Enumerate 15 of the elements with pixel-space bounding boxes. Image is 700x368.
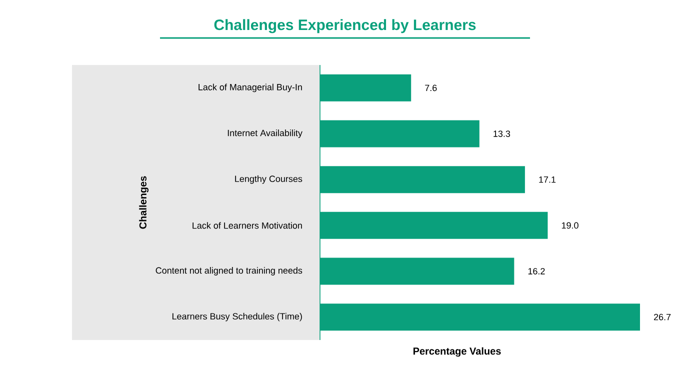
data-label: 16.2 — [528, 268, 545, 274]
y-axis-title: Challenges — [139, 176, 148, 229]
data-label: 7.6 — [425, 84, 437, 92]
y-tick-label: Lack of Learners Motivation — [192, 222, 302, 229]
y-tick-label: Content not aligned to training needs — [156, 267, 302, 276]
y-tick-label: Lack of Managerial Buy-In — [198, 84, 302, 92]
y-tick-label: Internet Availability — [228, 130, 302, 138]
y-tick-label: Learners Busy Schedules (Time) — [172, 312, 302, 322]
data-label: 26.7 — [654, 314, 671, 320]
chart-title: Challenges Experienced by Learners — [214, 19, 476, 34]
y-tick-label: Lengthy Courses — [235, 175, 302, 184]
data-label: 17.1 — [539, 176, 556, 183]
x-axis-title: Percentage Values — [413, 347, 501, 357]
data-label: 19.0 — [562, 222, 578, 229]
data-label: 13.3 — [494, 130, 510, 137]
